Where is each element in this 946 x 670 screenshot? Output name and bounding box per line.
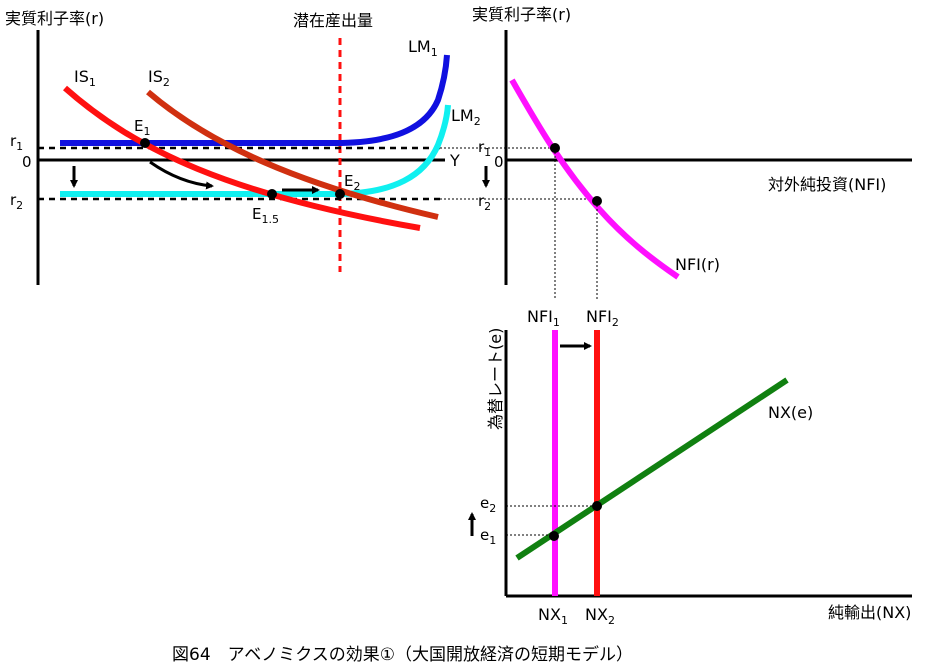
nx-tick-e2: e2 [480, 494, 496, 515]
e15-label: E1.5 [252, 205, 279, 226]
nx-curve [515, 377, 789, 561]
nfi1-line-label: NFI1 [527, 307, 560, 329]
nx1-label: NX1 [538, 605, 568, 627]
lm1-label: LM1 [408, 37, 438, 59]
e1-label: E1 [134, 117, 150, 138]
e2-label: E2 [344, 172, 360, 193]
lm2-label: LM2 [451, 106, 481, 128]
left-tick-r1: r1 [10, 132, 23, 153]
point-e15 [267, 189, 277, 199]
nx-point-1 [549, 531, 559, 541]
nx-tick-e1: e1 [480, 526, 496, 547]
nfi-tick-r2: r2 [478, 192, 491, 213]
nfi-tick-r1: r1 [478, 138, 491, 159]
nx2-label: NX2 [585, 605, 615, 627]
nfi-tick-zero: 0 [494, 153, 504, 171]
left-y-axis-label: 実質利子率(r) [5, 9, 104, 28]
nfi2-line-label: NFI2 [586, 307, 619, 329]
lm2-curve [60, 104, 451, 197]
left-x-axis-label: Y [449, 151, 460, 170]
point-e1 [140, 138, 150, 148]
e1-to-e15-arrow [149, 160, 214, 190]
is-lm-panel: 実質利子率(r) Y 潜在産出量 r1 0 r2 LM1 LM2 IS1 IS2 [5, 9, 481, 285]
nx-panel: 為替レート(e) 純輸出(NX) NFI1 NFI2 NX(e) e2 e1 N… [468, 307, 912, 627]
figure-caption: 図64 アベノミクスの効果①（大国開放経済の短期モデル） [172, 644, 633, 665]
nx-y-axis-label: 為替レート(e) [486, 328, 505, 430]
nfi-y-axis-label: 実質利子率(r) [472, 5, 571, 24]
nfi-curve [509, 78, 680, 280]
nx-x-axis-label: 純輸出(NX) [828, 603, 911, 622]
nfi-panel: 実質利子率(r) 対外純投資(NFI) r1 0 r2 NFI(r) [440, 5, 912, 300]
nfi-x-axis-label: 対外純投資(NFI) [768, 175, 886, 194]
is2-label: IS2 [148, 67, 170, 89]
potential-output-label: 潜在産出量 [293, 11, 373, 30]
is1-label: IS1 [74, 67, 96, 89]
lm1-curve [60, 54, 450, 146]
nfi-curve-label: NFI(r) [675, 255, 720, 274]
left-tick-r2: r2 [10, 191, 23, 212]
is2-curve [146, 89, 439, 220]
point-e2 [335, 189, 345, 199]
nx-curve-label: NX(e) [768, 403, 813, 422]
left-tick-zero: 0 [22, 153, 32, 171]
is1-curve [63, 85, 421, 231]
nx-point-2 [592, 501, 602, 511]
